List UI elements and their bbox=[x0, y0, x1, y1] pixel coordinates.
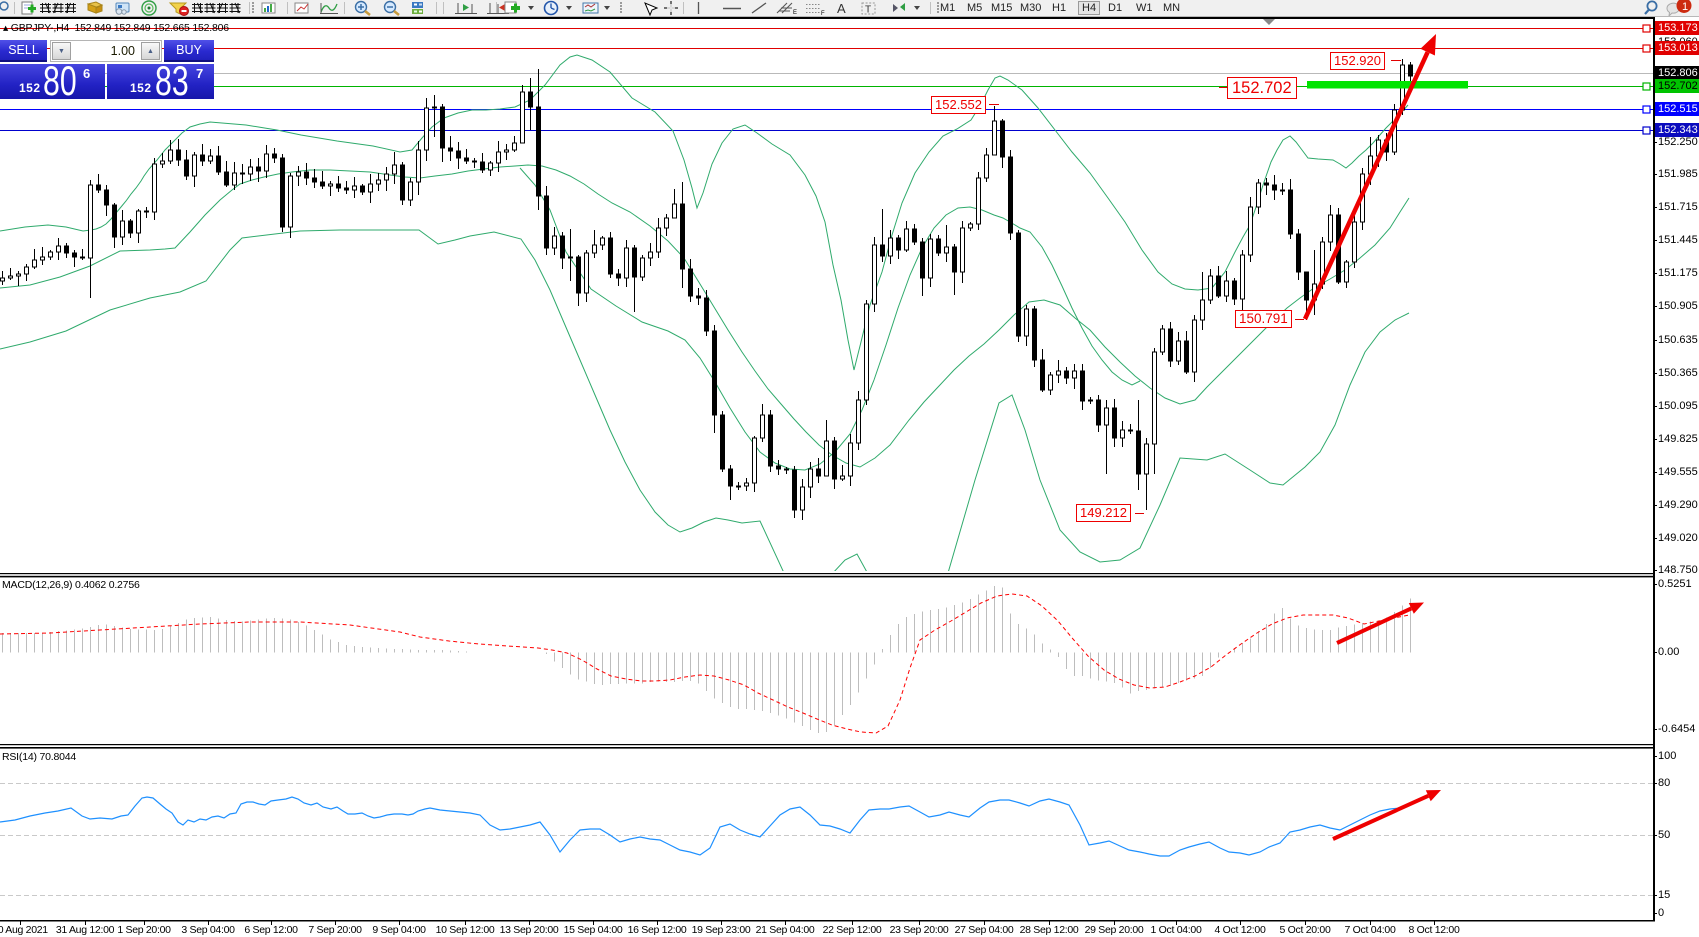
svg-text:E: E bbox=[793, 10, 797, 16]
svg-text:T: T bbox=[865, 5, 871, 16]
svg-text:1: 1 bbox=[1682, 1, 1688, 13]
svg-text:A: A bbox=[837, 1, 846, 16]
svg-text:F: F bbox=[821, 11, 825, 16]
